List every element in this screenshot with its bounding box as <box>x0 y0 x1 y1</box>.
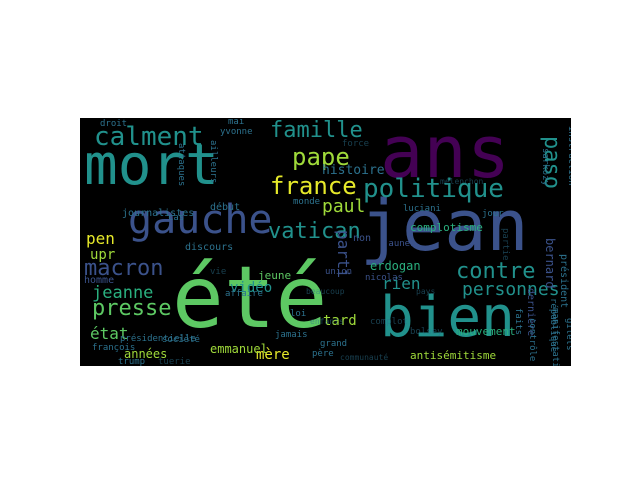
word-ete: été <box>172 248 328 348</box>
word-tard: tard <box>323 313 357 329</box>
word-calment: calment <box>94 122 204 152</box>
word-non: non <box>353 233 372 244</box>
word-erdogan: erdogan <box>370 259 421 273</box>
word-trump: trump <box>118 357 146 367</box>
word-complot: complot <box>370 317 408 327</box>
word-monde: monde <box>293 197 321 207</box>
word-journalistes: journalistes <box>122 208 195 219</box>
word-complotisme: complotisme <box>410 221 483 234</box>
word-jeune: jeune <box>258 269 292 282</box>
word-bolsey: bolsey <box>410 327 443 337</box>
word-antisemitisme: antisémitisme <box>410 349 497 362</box>
word-presidentielle: présidentielle <box>120 334 196 344</box>
word-melenchon: mélenchon <box>440 177 484 186</box>
word-mere: mère <box>256 347 290 363</box>
word-force: force <box>342 139 370 149</box>
word-communaute: communauté <box>340 353 389 362</box>
word-contre: contre <box>456 259 536 284</box>
word-histoire: histoire <box>322 163 385 178</box>
word-union: union <box>325 267 353 277</box>
word-rien: rien <box>382 274 421 293</box>
word-vatican: vatican <box>268 219 361 244</box>
word-cloud: ans été jean mort bien gauche politique calment… <box>80 118 571 366</box>
word-mai: mai <box>228 118 245 127</box>
word-debut: début <box>210 202 241 213</box>
word-jamais: jamais <box>275 330 308 340</box>
word-annees: années <box>124 347 168 361</box>
word-francois: françois <box>92 343 136 353</box>
word-luciani: luciani <box>403 204 441 214</box>
word-jeanne: jeanne <box>92 283 154 303</box>
word-bien: bien <box>380 285 515 350</box>
word-jour: jour <box>482 209 504 219</box>
word-pape: pape <box>292 143 350 171</box>
word-etat: état <box>90 324 129 343</box>
word-emmanuel: emmanuel <box>210 342 268 356</box>
word-beaucoup: beaucoup <box>306 287 345 296</box>
word-yvonne: yvonne <box>220 127 253 137</box>
word-societe: société <box>162 335 200 345</box>
word-enfants: enfants <box>310 317 344 326</box>
word-sarkozy: sarkozy <box>540 148 550 186</box>
word-politique: politique <box>363 174 504 204</box>
word-cas: cas <box>168 213 185 223</box>
word-controle: contrôle <box>527 318 537 362</box>
word-vie: vie <box>210 267 227 277</box>
word-grand: grand <box>320 339 348 349</box>
word-jaunes: jaunes <box>383 239 416 249</box>
word-video: vidéo <box>230 280 273 296</box>
word-pere: père <box>312 349 334 359</box>
word-faits: faits <box>513 308 523 336</box>
word-ailleurs: ailleurs <box>208 140 218 184</box>
word-paul: paul <box>322 196 366 217</box>
word-affaire: affaire <box>225 289 263 299</box>
word-loi: loi <box>290 309 307 319</box>
word-president: président <box>558 254 569 309</box>
word-droit: droit <box>100 119 128 129</box>
word-personnes: personnes <box>462 279 560 300</box>
word-bernard: bernard <box>543 238 557 289</box>
word-manifestation: manifestation <box>550 308 560 366</box>
word-france: france <box>270 172 357 200</box>
word-partie: partie <box>500 228 510 261</box>
word-pen: pen <box>86 229 115 248</box>
word-pays: pays <box>416 287 436 296</box>
word-mort: mort <box>84 133 219 198</box>
word-discours: discours <box>185 242 234 253</box>
word-macron: macron <box>84 256 164 281</box>
word-gauche: gauche <box>128 197 273 243</box>
word-homme: homme <box>84 275 115 286</box>
word-ans: ans <box>380 118 511 194</box>
word-tuerie: tuerie <box>158 357 191 367</box>
word-gilets: gilets <box>564 318 571 351</box>
word-famille: famille <box>270 118 363 143</box>
word-presse: presse <box>92 296 172 321</box>
word-attaques: attaques <box>176 143 186 187</box>
word-instruction: instruction <box>566 126 571 186</box>
word-upr: upr <box>90 247 116 263</box>
word-jean: jean <box>360 185 529 267</box>
word-mouvement: mouvement <box>456 325 516 338</box>
word-nicolas: nicolas <box>365 273 403 283</box>
